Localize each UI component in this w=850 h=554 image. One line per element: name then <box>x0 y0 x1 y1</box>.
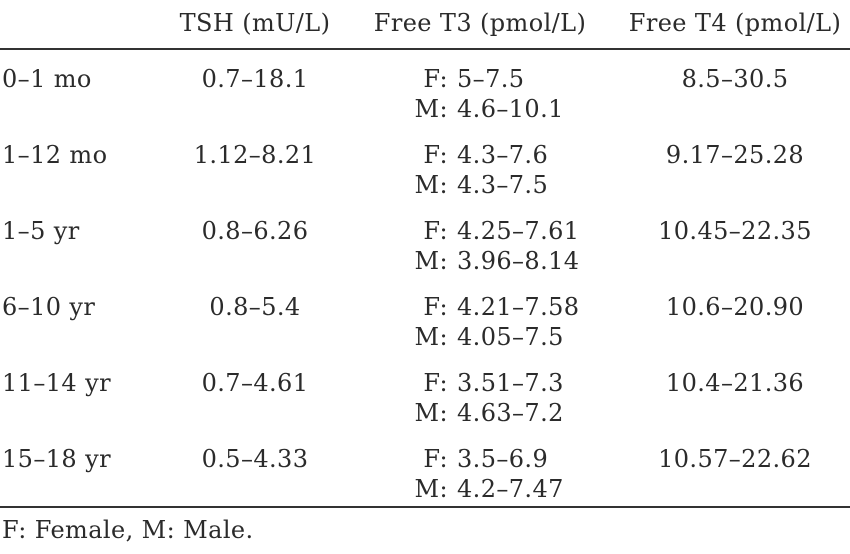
thyroid-reference-table: TSH (mU/L) Free T3 (pmol/L) Free T4 (pmo… <box>0 0 850 506</box>
free-t3-female-range: 4.25–7.61 <box>457 217 580 245</box>
male-label: M: <box>414 247 448 275</box>
free-t3-male: M: 4.2–7.47 <box>410 474 610 504</box>
tsh-cell: 0.8–6.26 <box>201 217 309 245</box>
free-t3-male: M: 3.96–8.14 <box>410 246 610 276</box>
female-label: F: <box>423 141 448 169</box>
tsh-cell: 0.7–18.1 <box>201 65 309 93</box>
free-t3-female-range: 4.3–7.6 <box>457 141 549 169</box>
tsh-cell: 0.5–4.33 <box>201 445 309 473</box>
table-row: 1–12 mo 1.12–8.21 F: 4.3–7.6 M: 4.3–7.5 9.… <box>0 126 850 202</box>
table-footnote: F: Female, M: Male. <box>0 506 850 545</box>
free-t3-cell: F: 4.3–7.6 M: 4.3–7.5 <box>350 126 610 202</box>
free-t3-female: F: 4.21–7.58 <box>410 292 610 322</box>
column-header-free-t4: Free T4 (pmol/L) <box>610 0 850 50</box>
free-t3-male: M: 4.05–7.5 <box>410 322 610 352</box>
free-t3-female: F: 3.51–7.3 <box>410 368 610 398</box>
free-t4-cell: 10.57–22.62 <box>658 445 812 473</box>
table-row: 11–14 yr 0.7–4.61 F: 3.51–7.3 M: 4.63–7.2 … <box>0 354 850 430</box>
table-row: 15–18 yr 0.5–4.33 F: 3.5–6.9 M: 4.2–7.47 1… <box>0 430 850 506</box>
age-cell: 15–18 yr <box>2 445 111 473</box>
table-row: 6–10 yr 0.8–5.4 F: 4.21–7.58 M: 4.05–7.5 1… <box>0 278 850 354</box>
age-cell: 11–14 yr <box>2 369 111 397</box>
male-label: M: <box>414 95 448 123</box>
age-cell: 6–10 yr <box>2 293 96 321</box>
free-t3-cell: F: 3.5–6.9 M: 4.2–7.47 <box>350 430 610 506</box>
age-cell: 1–12 mo <box>2 141 108 169</box>
tsh-cell: 0.7–4.61 <box>201 369 309 397</box>
free-t4-cell: 10.4–21.36 <box>665 369 805 397</box>
free-t3-male-range: 4.3–7.5 <box>457 171 549 199</box>
free-t3-male-range: 3.96–8.14 <box>457 247 580 275</box>
column-header-age <box>0 0 160 50</box>
free-t3-cell: F: 4.21–7.58 M: 4.05–7.5 <box>350 278 610 354</box>
male-label: M: <box>414 475 448 503</box>
free-t3-cell: F: 5–7.5 M: 4.6–10.1 <box>350 49 610 126</box>
free-t3-male-range: 4.05–7.5 <box>457 323 564 351</box>
free-t3-male: M: 4.6–10.1 <box>410 94 610 124</box>
free-t3-female: F: 4.25–7.61 <box>410 216 610 246</box>
free-t3-female-range: 3.5–6.9 <box>457 445 549 473</box>
female-label: F: <box>423 217 448 245</box>
male-label: M: <box>414 171 448 199</box>
free-t3-male: M: 4.63–7.2 <box>410 398 610 428</box>
tsh-cell: 0.8–5.4 <box>209 293 301 321</box>
column-header-free-t3: Free T3 (pmol/L) <box>350 0 610 50</box>
free-t3-cell: F: 4.25–7.61 M: 3.96–8.14 <box>350 202 610 278</box>
column-header-tsh: TSH (mU/L) <box>160 0 350 50</box>
age-cell: 0–1 mo <box>2 65 92 93</box>
female-label: F: <box>423 65 448 93</box>
free-t3-cell: F: 3.51–7.3 M: 4.63–7.2 <box>350 354 610 430</box>
female-label: F: <box>423 445 448 473</box>
female-label: F: <box>423 293 448 321</box>
free-t4-cell: 9.17–25.28 <box>665 141 805 169</box>
header-row: TSH (mU/L) Free T3 (pmol/L) Free T4 (pmo… <box>0 0 850 50</box>
free-t3-female-range: 3.51–7.3 <box>457 369 564 397</box>
free-t3-male: M: 4.3–7.5 <box>410 170 610 200</box>
free-t3-female: F: 4.3–7.6 <box>410 140 610 170</box>
table-row: 1–5 yr 0.8–6.26 F: 4.25–7.61 M: 3.96–8.14 … <box>0 202 850 278</box>
free-t3-male-range: 4.2–7.47 <box>457 475 564 503</box>
free-t3-female: F: 5–7.5 <box>410 64 610 94</box>
free-t4-cell: 10.6–20.90 <box>665 293 805 321</box>
free-t4-cell: 8.5–30.5 <box>681 65 789 93</box>
table-row: 0–1 mo 0.7–18.1 F: 5–7.5 M: 4.6–10.1 8.5–3… <box>0 49 850 126</box>
male-label: M: <box>414 399 448 427</box>
age-cell: 1–5 yr <box>2 217 80 245</box>
free-t3-female: F: 3.5–6.9 <box>410 444 610 474</box>
free-t3-female-range: 4.21–7.58 <box>457 293 580 321</box>
female-label: F: <box>423 369 448 397</box>
free-t3-male-range: 4.6–10.1 <box>457 95 564 123</box>
free-t3-female-range: 5–7.5 <box>457 65 525 93</box>
male-label: M: <box>414 323 448 351</box>
free-t3-male-range: 4.63–7.2 <box>457 399 564 427</box>
free-t4-cell: 10.45–22.35 <box>658 217 812 245</box>
tsh-cell: 1.12–8.21 <box>193 141 317 169</box>
